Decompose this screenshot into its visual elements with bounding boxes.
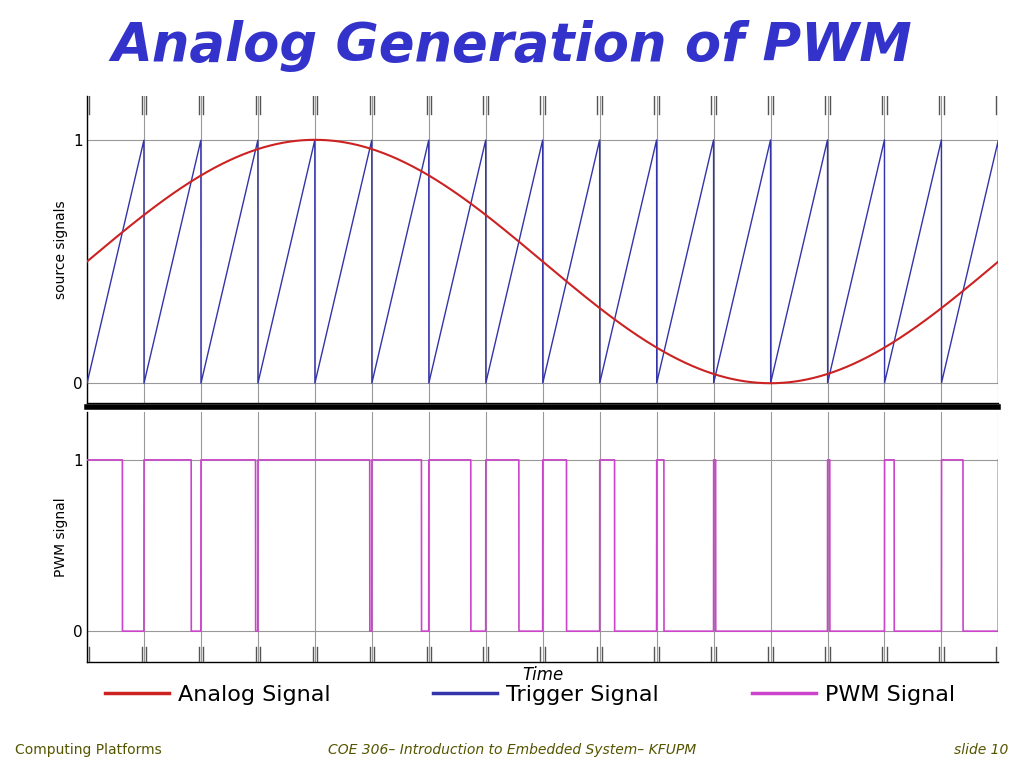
Text: PWM Signal: PWM Signal (825, 684, 955, 705)
Text: Computing Platforms: Computing Platforms (15, 743, 162, 756)
Text: Time: Time (522, 666, 563, 684)
Text: Trigger Signal: Trigger Signal (506, 684, 659, 705)
Text: slide 10: slide 10 (954, 743, 1009, 756)
Text: Analog Signal: Analog Signal (178, 684, 331, 705)
Y-axis label: source signals: source signals (53, 200, 68, 299)
Text: COE 306– Introduction to Embedded System– KFUPM: COE 306– Introduction to Embedded System… (328, 743, 696, 756)
Text: Analog Generation of PWM: Analog Generation of PWM (112, 20, 912, 72)
Y-axis label: PWM signal: PWM signal (53, 497, 68, 577)
